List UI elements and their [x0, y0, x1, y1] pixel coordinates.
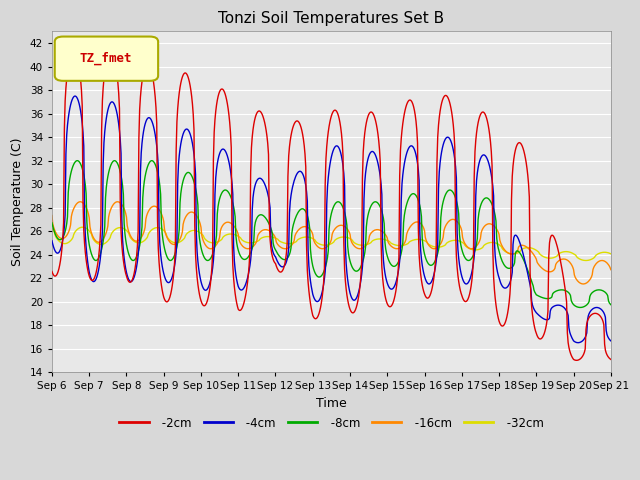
FancyBboxPatch shape — [55, 36, 158, 81]
Text: TZ_fmet: TZ_fmet — [80, 52, 132, 65]
Y-axis label: Soil Temperature (C): Soil Temperature (C) — [11, 137, 24, 266]
Title: Tonzi Soil Temperatures Set B: Tonzi Soil Temperatures Set B — [218, 11, 444, 26]
Legend:  -2cm,  -4cm,  -8cm,  -16cm,  -32cm: -2cm, -4cm, -8cm, -16cm, -32cm — [115, 412, 548, 434]
X-axis label: Time: Time — [316, 396, 347, 409]
